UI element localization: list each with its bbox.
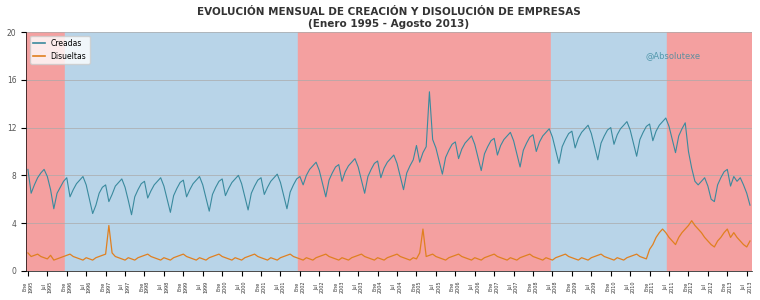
Title: EVOLUCIÓN MENSUAL DE CREACIÓN Y DISOLUCIÓN DE EMPRESAS
(Enero 1995 - Agosto 2013: EVOLUCIÓN MENSUAL DE CREACIÓN Y DISOLUCI… (197, 7, 581, 28)
Legend: Creadas, Disueltas: Creadas, Disueltas (30, 36, 90, 64)
Bar (27, 32, 65, 271)
Bar (551, 32, 667, 271)
Bar (65, 32, 298, 271)
Text: @Absolutexe: @Absolutexe (646, 51, 701, 60)
Bar (667, 32, 752, 271)
Bar (298, 32, 551, 271)
